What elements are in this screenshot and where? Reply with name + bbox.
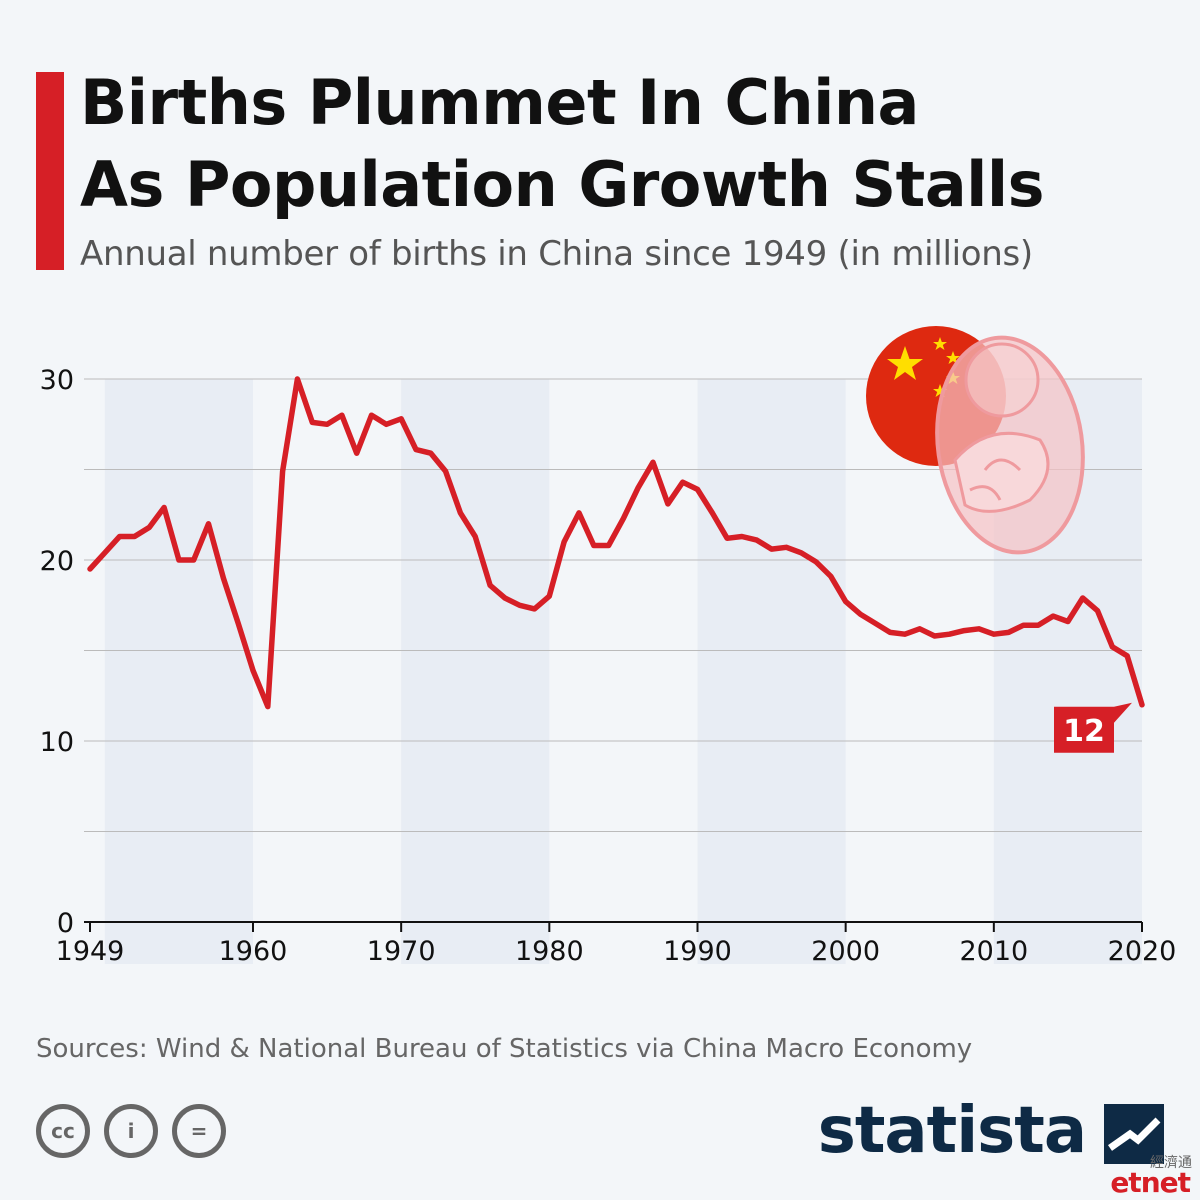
y-tick-label: 0 [57,908,74,939]
statista-logo-icon[interactable] [1104,1104,1164,1164]
page-subtitle: Annual number of births in China since 1… [80,234,1033,274]
creative-commons-icon[interactable]: cc [36,1104,90,1158]
x-tick-label: 2000 [811,936,880,967]
etnet-watermark-cn: 經濟通 [1150,1155,1192,1171]
y-tick-label: 20 [40,546,74,577]
y-axis-ticks: 0 10 20 30 [40,365,74,939]
x-tick-label: 2010 [959,936,1028,967]
source-note: Sources: Wind & National Bureau of Stati… [36,1034,973,1064]
last-value-label-bg [1054,702,1132,753]
x-tick-label: 1990 [663,936,732,967]
last-value-label: 12 [1054,702,1132,753]
title-line-1: Births Plummet In China [80,66,919,139]
page-title: Births Plummet In China As Population Gr… [80,62,1180,226]
decade-band [401,379,550,964]
statista-logo-text[interactable]: statista [817,1094,1087,1168]
x-tick-label: 1960 [219,936,288,967]
gridlines [84,378,1142,923]
decade-band [104,379,253,964]
last-value-label-text: 12 [1063,714,1105,749]
title-line-2: As Population Growth Stalls [80,148,1045,221]
etnet-watermark: etnet [1110,1166,1191,1199]
attribution-icon[interactable]: i [104,1104,158,1158]
illustration [866,326,1085,555]
x-axis-ticks: 1949 1960 1970 1980 1990 2000 2010 2020 [56,922,1177,967]
no-derivatives-icon[interactable]: = [172,1104,226,1158]
births-line-chart: 0 10 20 30 1949 1960 1970 1980 1990 2000 2010 2020… [40,326,1177,967]
y-tick-label: 30 [40,365,74,396]
x-tick-label: 2020 [1108,936,1177,967]
license-icons: cc i = [36,1104,226,1158]
accent-bar [36,72,64,270]
births-series-line [87,376,1145,710]
decade-band [697,379,846,964]
x-tick-label: 1980 [515,936,584,967]
y-tick-label: 10 [40,727,74,758]
fetus-icon [935,335,1085,555]
x-tick-label: 1970 [367,936,436,967]
x-tick-label: 1949 [56,936,125,967]
